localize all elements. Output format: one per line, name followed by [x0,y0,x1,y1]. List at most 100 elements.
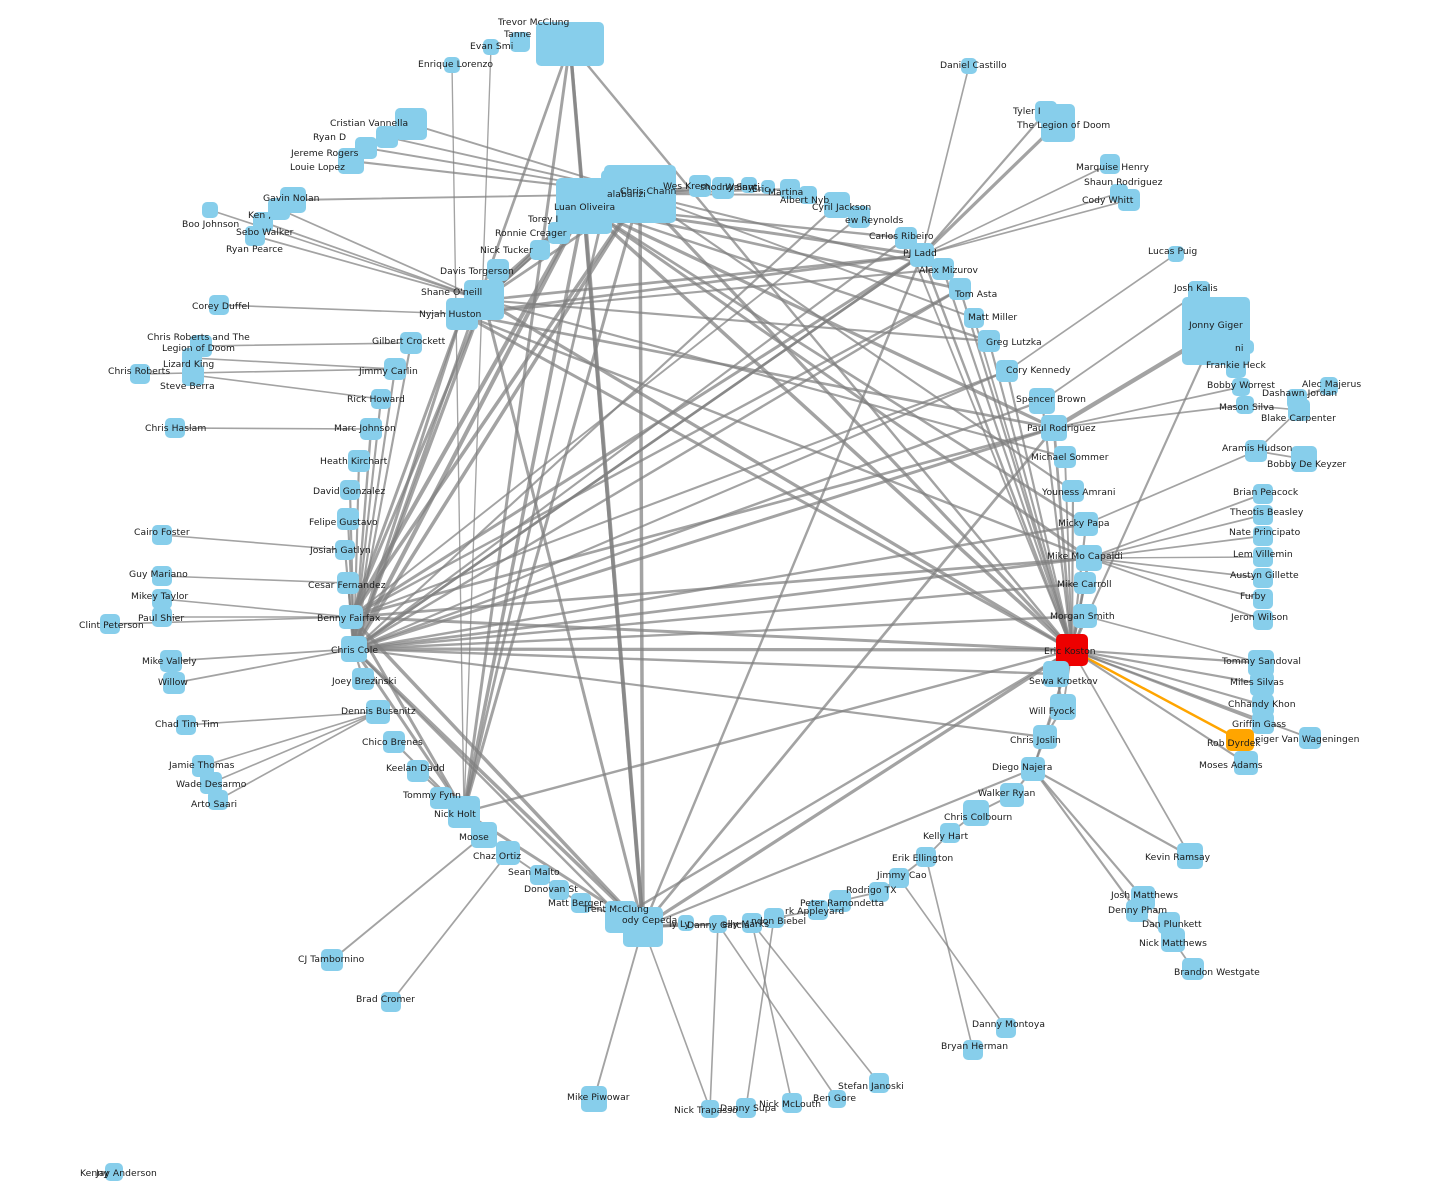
graph-node-tom-asta[interactable] [949,278,971,300]
graph-node-bobby-de-keyzer[interactable] [1291,446,1317,472]
graph-node-mike-carroll[interactable] [1074,572,1096,594]
graph-node-paul-rodriguez[interactable] [1041,415,1067,441]
graph-node-evan-smith[interactable] [483,39,499,55]
graph-node-michael-sommer[interactable] [1054,446,1076,468]
graph-node-geiger-van-wageningen[interactable] [1299,727,1321,749]
graph-node-danny-garcia[interactable] [709,915,727,933]
graph-node-nick-matthews[interactable] [1161,928,1185,952]
graph-node-brian-peacock[interactable] [1253,484,1273,504]
graph-node-davis-torgerson[interactable] [487,259,509,281]
graph-node-boo-johnson[interactable] [202,202,218,218]
graph-node-tommy-fynn[interactable] [430,787,452,809]
graph-node-chris-haslam[interactable] [165,418,185,438]
graph-node-pj-ladd[interactable] [910,243,934,267]
graph-node-trevor-mcclung[interactable] [536,22,604,66]
graph-node-will-fyock[interactable] [1050,694,1076,720]
graph-node-chad-tim-tim[interactable] [176,715,196,735]
graph-node-benny-fairfax[interactable] [339,605,363,629]
graph-node-enrique-lorenzo[interactable] [444,57,460,73]
graph-node-cesar-fernandez[interactable] [337,572,359,594]
graph-node-jeron-wilson[interactable] [1253,610,1273,630]
graph-node-denny-pham[interactable] [1126,900,1148,922]
graph-node-morgan-smith[interactable] [1073,604,1097,628]
graph-node-martina[interactable] [780,179,800,199]
graph-node-cody-cepeda[interactable] [623,907,663,947]
graph-node-rob-dyrdek[interactable] [1226,729,1254,751]
graph-node-miles-silvas[interactable] [1250,672,1274,696]
graph-node-lizard-king[interactable] [182,348,202,368]
graph-node-lem-villemin[interactable] [1253,547,1273,567]
graph-node-peter-ramondetta[interactable] [829,890,851,912]
graph-node-chris-joslin[interactable] [1033,725,1057,749]
graph-node-moose[interactable] [471,822,497,848]
graph-node-jonny-giger[interactable] [1182,297,1250,365]
graph-node-chhandy-khon[interactable] [1252,694,1274,716]
graph-node-danny-montoya[interactable] [996,1018,1016,1038]
graph-node-mike-mo-capaldi[interactable] [1076,545,1102,571]
graph-node-louie-lopez[interactable] [338,148,364,174]
graph-node-gilbert-crockett[interactable] [400,332,422,354]
graph-node-aramis-hudson[interactable] [1245,440,1267,462]
graph-node-tommy-sandoval[interactable] [1248,650,1274,676]
graph-node-amrani-2[interactable] [1240,340,1254,354]
graph-node-cj-tambornino[interactable] [321,949,343,971]
graph-node-chris-colbourn[interactable] [963,800,989,826]
graph-node-nate-principato[interactable] [1253,526,1273,546]
graph-node-blake-carpenter[interactable] [1288,399,1310,421]
graph-node-keelan-dadd[interactable] [407,760,429,782]
graph-node-alex-mizurov[interactable] [932,258,954,280]
graph-node-rick-howard[interactable] [371,389,391,409]
graph-node-brandon-biebel[interactable] [764,908,784,928]
graph-node-kelly-hart[interactable] [940,823,960,843]
graph-node-cory-kennedy[interactable] [996,360,1018,382]
graph-node-cairo-foster[interactable] [152,525,172,545]
graph-node-wade-desarmo[interactable] [200,772,222,794]
graph-node-bobby-worrest[interactable] [1232,378,1250,396]
graph-node-jimmy-carlin[interactable] [384,358,406,380]
graph-node-drew-reynolds[interactable] [848,206,870,228]
graph-node-youness-amrani[interactable] [1062,480,1084,502]
graph-node-tanner[interactable] [510,32,530,52]
graph-node-corey-duffel[interactable] [209,295,229,315]
graph-node-jamie-thomas[interactable] [192,755,214,777]
graph-node-guy-mariano[interactable] [152,566,172,586]
graph-node-walker-ryan[interactable] [1000,783,1024,807]
graph-node-kerri[interactable] [268,198,290,220]
graph-node-alec-majerus[interactable] [1320,377,1338,395]
graph-node-daniel-castillo[interactable] [961,58,977,74]
graph-node-chaz-ortiz[interactable] [496,841,520,865]
graph-node-shod-wainy[interactable] [712,177,734,199]
graph-node-matt-berger[interactable] [571,893,591,913]
graph-node-nick-mclouth[interactable] [782,1093,802,1113]
graph-node-matt-miller[interactable] [964,308,984,328]
graph-node-heath-kirchart[interactable] [348,450,370,472]
graph-node-micky-papa[interactable] [1074,512,1098,536]
graph-node-furby[interactable] [1253,589,1273,609]
graph-node-mike-piwowar[interactable] [581,1086,607,1112]
graph-node-joey-brezinski[interactable] [352,668,374,690]
graph-node-danny-supa[interactable] [736,1098,756,1118]
graph-node-marc-johnson[interactable] [360,418,382,440]
graph-node-nick-trapasso[interactable] [701,1100,719,1118]
graph-node-chris-cole[interactable] [341,636,367,662]
graph-node-donovan-st[interactable] [549,880,569,900]
graph-node-mike-vallely[interactable] [160,650,182,672]
graph-node-eric-b[interactable] [761,180,775,194]
graph-node-wes-kremer[interactable] [689,175,711,197]
graph-node-nick-tucker[interactable] [530,240,550,260]
graph-node-santiago[interactable] [741,177,757,193]
graph-node-ben-gore[interactable] [828,1090,846,1108]
graph-node-chico-brenes[interactable] [383,731,405,753]
graph-node-lucas-puig[interactable] [1168,246,1184,262]
graph-node-erik-ellington[interactable] [916,847,936,867]
graph-node-willow[interactable] [163,672,185,694]
graph-node-legion-of-doom[interactable] [1041,104,1075,142]
graph-node-sewa-kroetkov[interactable] [1043,661,1069,687]
graph-node-spencer-brown[interactable] [1029,388,1055,414]
graph-node-arto-saari[interactable] [208,790,228,810]
graph-node-kelly-marks[interactable] [742,913,762,933]
graph-node-griffin-gass[interactable] [1252,712,1274,734]
graph-node-frankie-heck[interactable] [1226,358,1246,378]
graph-node-greg-lutzka[interactable] [978,330,1000,352]
